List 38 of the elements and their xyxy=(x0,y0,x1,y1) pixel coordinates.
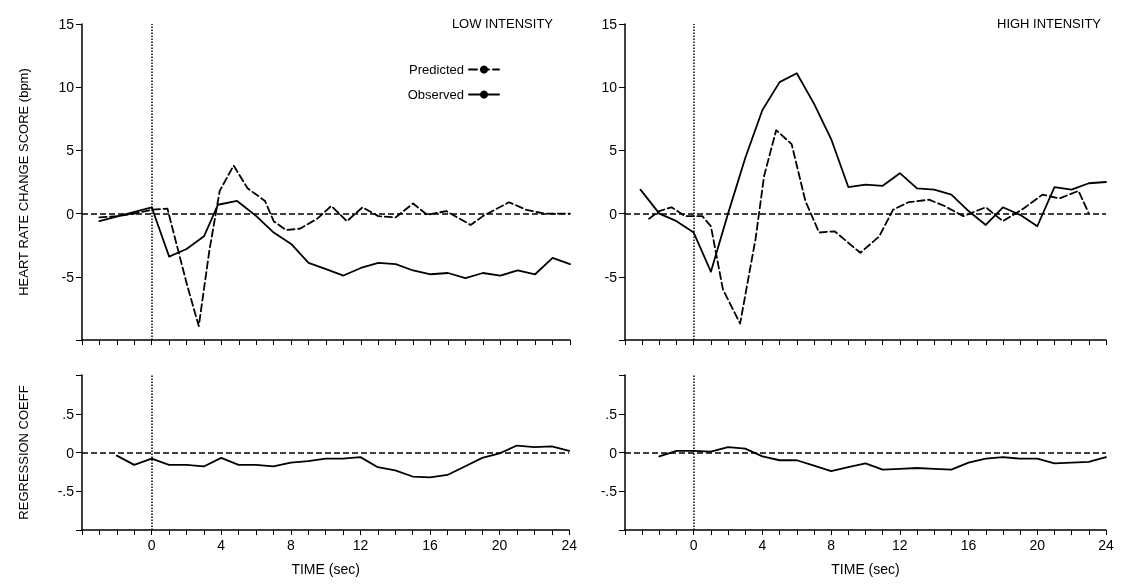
y-axis-title: HEART RATE CHANGE SCORE (bpm) xyxy=(16,68,31,296)
y-axis-title: REGRESSION COEFF xyxy=(16,385,31,520)
y-tick-label: 5 xyxy=(66,142,75,159)
x-tick-label: 12 xyxy=(352,537,369,553)
legend-label: Predicted xyxy=(409,62,464,77)
y-tick-label: .5 xyxy=(605,405,618,422)
x-axis-title: TIME (sec) xyxy=(831,561,900,577)
x-tick-label: 24 xyxy=(1098,537,1114,553)
y-tick-label: 10 xyxy=(58,79,75,96)
x-tick-label: 16 xyxy=(960,537,977,553)
y-tick-label: .5 xyxy=(62,405,75,422)
x-tick-label: 4 xyxy=(217,537,226,553)
y-tick-label: -.5 xyxy=(600,483,618,500)
y-tick-label: 10 xyxy=(601,79,618,96)
x-tick-label: 0 xyxy=(689,537,698,553)
y-tick-label: 0 xyxy=(609,205,618,222)
x-tick-label: 0 xyxy=(147,537,156,553)
y-tick-label: 5 xyxy=(609,142,618,159)
y-tick-label: 15 xyxy=(601,16,618,32)
y-tick-label: -5 xyxy=(61,268,75,285)
x-tick-label: 24 xyxy=(561,537,578,553)
y-tick-label: -5 xyxy=(604,268,618,285)
chart-title: LOW INTENSITY xyxy=(451,16,554,31)
x-tick-label: 8 xyxy=(827,537,836,553)
x-tick-label: 12 xyxy=(892,537,908,553)
chart-title: HIGH INTENSITY xyxy=(996,16,1102,31)
y-tick-label: 0 xyxy=(66,444,75,461)
x-tick-label: 20 xyxy=(1029,537,1046,553)
legend-label: Observed xyxy=(407,87,464,102)
x-axis-title: TIME (sec) xyxy=(291,561,360,577)
y-tick-label: 0 xyxy=(66,205,75,222)
x-tick-label: 4 xyxy=(758,537,767,553)
x-tick-label: 20 xyxy=(491,537,508,553)
y-tick-label: -.5 xyxy=(57,483,75,500)
x-tick-label: 16 xyxy=(422,537,439,553)
y-tick-label: 15 xyxy=(58,16,75,32)
y-tick-label: 0 xyxy=(609,444,618,461)
x-tick-label: 8 xyxy=(286,537,295,553)
